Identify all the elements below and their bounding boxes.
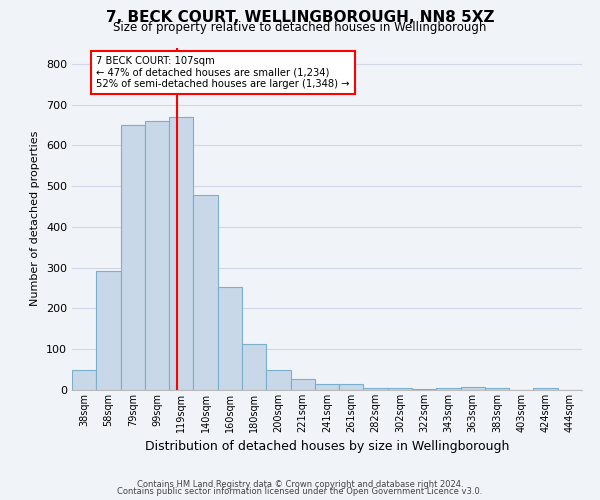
Bar — [72, 370, 96, 390]
Text: Contains public sector information licensed under the Open Government Licence v3: Contains public sector information licen… — [118, 487, 482, 496]
Bar — [436, 388, 461, 390]
Bar — [121, 124, 145, 390]
X-axis label: Distribution of detached houses by size in Wellingborough: Distribution of detached houses by size … — [145, 440, 509, 454]
Text: Size of property relative to detached houses in Wellingborough: Size of property relative to detached ho… — [113, 21, 487, 34]
Bar — [339, 384, 364, 390]
Bar — [169, 117, 193, 390]
Bar — [461, 387, 485, 390]
Bar — [388, 388, 412, 390]
Text: Contains HM Land Registry data © Crown copyright and database right 2024.: Contains HM Land Registry data © Crown c… — [137, 480, 463, 489]
Bar — [412, 389, 436, 390]
Bar — [485, 388, 509, 390]
Bar — [533, 388, 558, 390]
Bar — [145, 121, 169, 390]
Bar — [364, 388, 388, 390]
Bar — [315, 384, 339, 390]
Text: 7 BECK COURT: 107sqm
← 47% of detached houses are smaller (1,234)
52% of semi-de: 7 BECK COURT: 107sqm ← 47% of detached h… — [96, 56, 350, 89]
Bar — [218, 287, 242, 390]
Bar — [193, 195, 218, 390]
Text: 7, BECK COURT, WELLINGBOROUGH, NN8 5XZ: 7, BECK COURT, WELLINGBOROUGH, NN8 5XZ — [106, 10, 494, 25]
Bar — [266, 370, 290, 390]
Bar — [242, 344, 266, 390]
Y-axis label: Number of detached properties: Number of detached properties — [31, 131, 40, 306]
Bar — [290, 378, 315, 390]
Bar — [96, 270, 121, 390]
